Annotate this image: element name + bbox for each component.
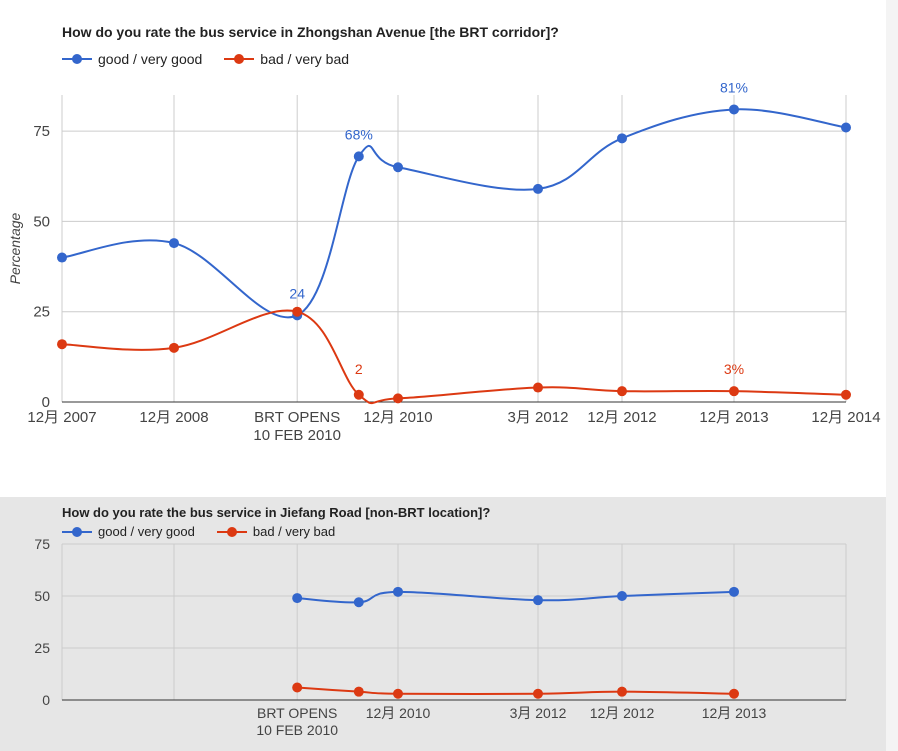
legend-swatch-bad [216, 526, 247, 538]
data-point [393, 162, 403, 173]
data-point [169, 238, 179, 249]
y-tick-label: 75 [33, 123, 50, 140]
y-tick-label: 75 [34, 536, 50, 552]
data-label: 81% [720, 79, 748, 95]
legend-swatch-good [62, 53, 92, 65]
data-point [393, 586, 403, 597]
x-tick-label: 12月 2010 [363, 409, 432, 426]
y-tick-label: 50 [33, 213, 50, 230]
data-point [729, 104, 739, 115]
grid-lines [61, 95, 847, 402]
x-tick-label: 12月 2014 [811, 409, 880, 426]
data-point [617, 386, 627, 397]
y-tick-label: 0 [42, 394, 50, 411]
data-point [353, 686, 364, 697]
x-tick-label: 12月 2012 [590, 705, 655, 721]
x-tick-label: 12月 2007 [27, 409, 96, 426]
data-point [353, 389, 364, 400]
data-label: 68% [345, 126, 373, 142]
x-tick-label: 3月 2012 [510, 705, 567, 721]
legend-item-good[interactable]: good / very good [62, 51, 202, 67]
data-point [393, 688, 403, 699]
data-point [729, 386, 739, 397]
data-point [841, 122, 851, 133]
chart-title: How do you rate the bus service in Zhong… [62, 24, 559, 40]
data-label: 24 [289, 285, 305, 301]
data-point [292, 306, 303, 317]
data-point [353, 597, 364, 608]
y-tick-label: 25 [33, 304, 50, 321]
data-point [57, 252, 67, 263]
legend-label-bad: bad / very bad [252, 524, 336, 539]
series-line-bad [61, 309, 847, 405]
data-point [617, 591, 627, 601]
data-point [729, 586, 739, 597]
x-tick-label: 12月 2013 [702, 705, 767, 721]
legend-swatch-good [62, 526, 92, 538]
data-point [393, 393, 403, 404]
legend-label-good: good / very good [98, 51, 203, 67]
x-tick-label: 12月 2008 [139, 409, 208, 426]
data-point [617, 133, 627, 144]
data-point [353, 151, 364, 162]
y-tick-label: 50 [34, 588, 50, 604]
chart-title: How do you rate the bus service in Jiefa… [62, 505, 491, 520]
data-point [841, 389, 851, 400]
data-point [533, 595, 543, 606]
data-point [533, 688, 543, 699]
legend-item-good[interactable]: good / very good [62, 524, 195, 539]
y-tick-label: 0 [42, 692, 50, 708]
x-tick-label: 12月 2013 [699, 409, 768, 426]
data-label: 2 [355, 361, 363, 377]
data-point [292, 682, 303, 693]
data-point [617, 686, 627, 697]
chart-panel-jiefang: How do you rate the bus service in Jiefa… [0, 497, 886, 751]
y-tick-label: 25 [34, 640, 50, 656]
legend-item-bad[interactable]: bad / very bad [224, 51, 349, 67]
data-point [533, 183, 543, 194]
chart-panel-zhongshan: How do you rate the bus service in Zhong… [7, 24, 881, 444]
data-point [533, 382, 543, 393]
series-line-good [61, 108, 847, 319]
chart-legend: good / very good bad / very bad [62, 524, 357, 539]
line-chart-zhongshan: 0 25 50 75 Percentage 12月 2007 12月 2008 BRT OPE… [7, 79, 881, 444]
line-chart-jiefang: 0 25 50 75 BRT OPENS 10 FEB 2010 12月 2010 3月 20… [34, 536, 847, 738]
data-point [57, 339, 67, 350]
x-tick-label: 12月 2010 [366, 705, 431, 721]
legend-item-bad[interactable]: bad / very bad [216, 524, 336, 539]
x-tick-label: 3月 2012 [508, 409, 569, 426]
data-point [729, 688, 739, 699]
legend-label-bad: bad / very bad [260, 51, 350, 67]
scrollbar-track[interactable] [886, 0, 898, 751]
legend-swatch-bad [224, 53, 255, 65]
x-tick-label: BRT OPENS 10 FEB 2010 [256, 705, 338, 738]
y-axis-title: Percentage [7, 212, 23, 284]
data-label: 3% [724, 361, 744, 377]
chart-legend: good / very good bad / very bad [62, 51, 371, 67]
data-point [292, 593, 303, 604]
data-point [169, 342, 179, 353]
grid-lines [61, 544, 847, 700]
legend-label-good: good / very good [98, 524, 195, 539]
x-tick-label: BRT OPENS 10 FEB 2010 [253, 409, 341, 444]
x-tick-label: 12月 2012 [587, 409, 656, 426]
